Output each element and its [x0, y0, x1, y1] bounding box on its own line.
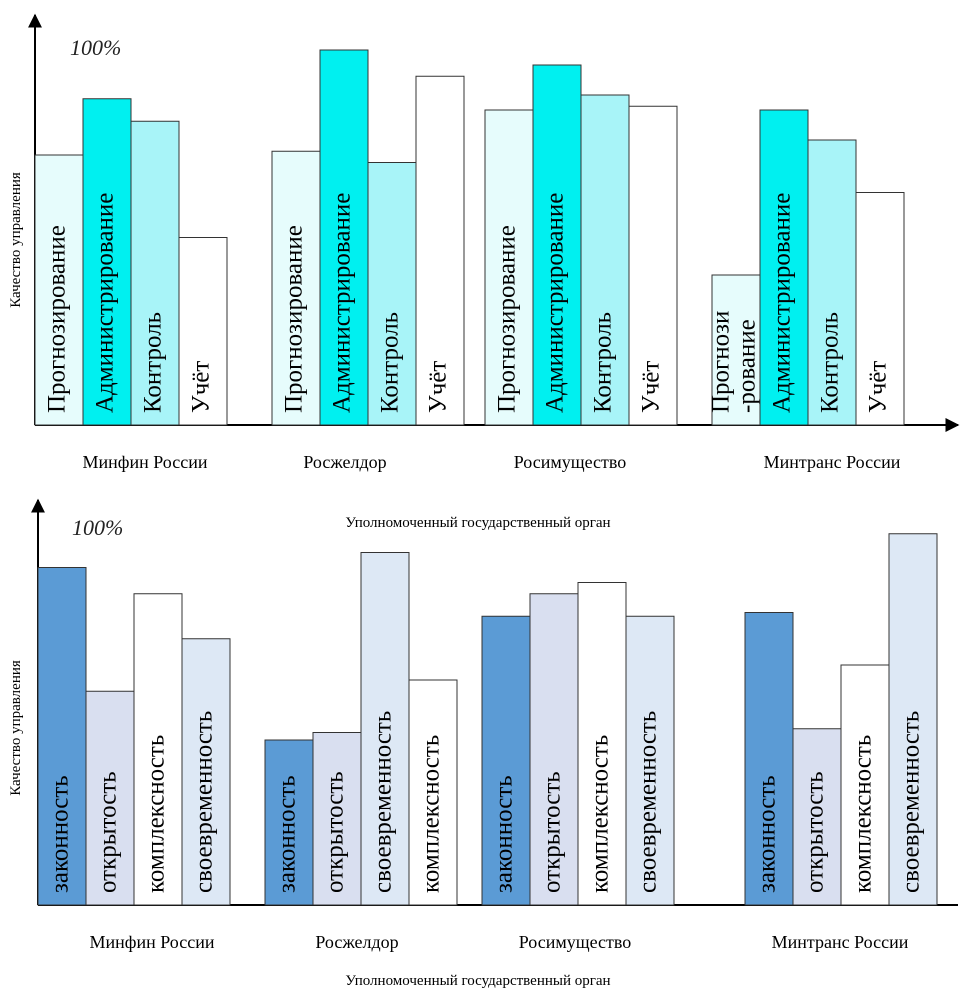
- category-label: Росимущество: [519, 932, 632, 952]
- bar-label: Учёт: [865, 361, 892, 413]
- bar: [855, 192, 905, 426]
- bar: [408, 679, 458, 906]
- category-label: Росжелдор: [315, 932, 398, 952]
- bar-label: законность: [754, 775, 781, 893]
- bar: [319, 49, 369, 426]
- bar-label: законность: [491, 775, 518, 893]
- bar: [484, 109, 534, 426]
- bar-label: своевременность: [191, 711, 218, 893]
- bar-label: Администрирование: [769, 193, 796, 413]
- bar: [360, 552, 410, 906]
- bar-label: Контроль: [377, 312, 404, 413]
- bar: [807, 139, 857, 426]
- category-label: Минтранс России: [764, 452, 901, 472]
- bar: [34, 154, 84, 426]
- bar: [367, 162, 417, 426]
- bar: [82, 98, 132, 426]
- bar-label: открытость: [539, 771, 566, 893]
- bar-label: комплексность: [587, 735, 614, 893]
- bar-label: Администрирование: [542, 193, 569, 413]
- bar: [481, 615, 531, 906]
- y-axis-title: Качество управления: [8, 172, 24, 308]
- bar: [181, 638, 231, 906]
- category-label: Росжелдор: [303, 452, 386, 472]
- bar: [711, 274, 761, 426]
- bar-label: Администрирование: [329, 193, 356, 413]
- bar: [580, 94, 630, 426]
- bar: [529, 593, 579, 906]
- bar-label: Администрирование: [92, 193, 119, 413]
- bar: [840, 664, 890, 906]
- bar-label: открытость: [95, 771, 122, 893]
- category-label: Минфин России: [83, 452, 208, 472]
- bar: [744, 612, 794, 906]
- category-label: Минтранс России: [772, 932, 909, 952]
- bar-label: своевременность: [898, 711, 925, 893]
- bar-label: своевременность: [370, 711, 397, 893]
- bar-label: законность: [47, 775, 74, 893]
- bar: [888, 533, 938, 906]
- bar: [759, 109, 809, 426]
- bar-label: Прогнозирование: [494, 225, 521, 413]
- bar-label: Учёт: [425, 361, 452, 413]
- bar: [577, 582, 627, 906]
- bar-label: комплексность: [850, 735, 877, 893]
- bar: [133, 593, 183, 906]
- bar-label: законность: [274, 775, 301, 893]
- category-label: Минфин России: [90, 932, 215, 952]
- bar-label: Прогнозирование: [44, 225, 71, 413]
- bar: [532, 64, 582, 426]
- bar: [178, 237, 228, 426]
- bar-label: Контроль: [817, 312, 844, 413]
- x-axis-title: Уполномоченный государственный орган: [345, 973, 610, 989]
- bar-label: Контроль: [590, 312, 617, 413]
- bar-label: своевременность: [635, 711, 662, 893]
- bar-label: открытость: [802, 771, 829, 893]
- bar-label: Прогнозирование: [281, 225, 308, 413]
- bar: [85, 690, 135, 906]
- bar-label: Учёт: [638, 361, 665, 413]
- bar: [264, 739, 314, 906]
- bar: [792, 728, 842, 906]
- x-axis-title: Уполномоченный государственный орган: [345, 515, 610, 531]
- bar: [415, 75, 465, 426]
- bar-label: комплексность: [143, 735, 170, 893]
- category-label: Росимущество: [514, 452, 627, 472]
- bar-label: -рование: [734, 319, 761, 413]
- bar: [130, 120, 180, 426]
- bar: [312, 732, 362, 906]
- y-axis-title: Качество управления: [8, 660, 24, 796]
- bar: [628, 105, 678, 426]
- bar: [625, 615, 675, 906]
- bar-label: комплексность: [418, 735, 445, 893]
- bar-label: Прогнози: [708, 311, 735, 413]
- bar-label: открытость: [322, 771, 349, 893]
- bar-label: Учёт: [188, 361, 215, 413]
- bar-label: Контроль: [140, 312, 167, 413]
- annotation: 100%: [72, 515, 123, 540]
- annotation: 100%: [70, 35, 121, 60]
